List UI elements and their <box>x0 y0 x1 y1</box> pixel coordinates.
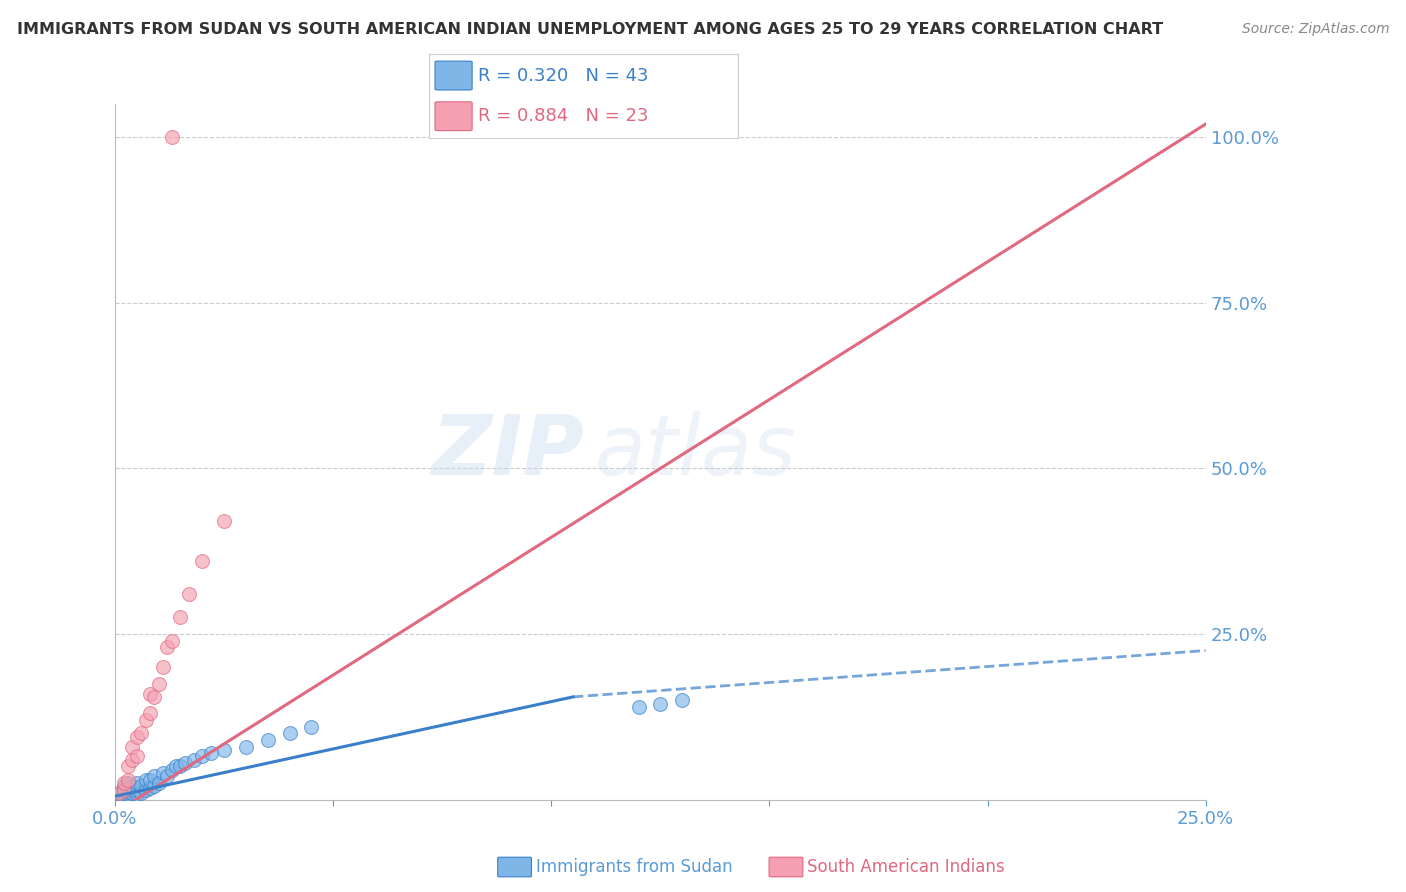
Point <box>169 610 191 624</box>
Point <box>256 733 278 747</box>
Point <box>179 587 201 601</box>
Point <box>125 730 148 744</box>
Point <box>108 789 131 804</box>
Point <box>108 786 131 800</box>
Text: R = 0.320   N = 43: R = 0.320 N = 43 <box>478 67 648 85</box>
Point <box>117 784 139 798</box>
Text: R = 0.884   N = 23: R = 0.884 N = 23 <box>478 107 648 125</box>
Point <box>148 776 170 790</box>
Point <box>129 779 152 793</box>
Point <box>125 749 148 764</box>
Point <box>143 690 166 704</box>
Point <box>191 749 214 764</box>
Point <box>139 772 162 787</box>
Point <box>112 789 135 804</box>
Point <box>125 776 148 790</box>
Point <box>200 746 222 760</box>
Point <box>143 779 166 793</box>
Point <box>156 640 179 655</box>
Point <box>671 693 693 707</box>
Point <box>135 713 157 727</box>
Point <box>112 779 135 793</box>
Point <box>121 786 143 800</box>
Point <box>650 697 672 711</box>
Point <box>235 739 257 754</box>
Point <box>169 759 191 773</box>
Point <box>191 554 214 568</box>
Point <box>139 706 162 721</box>
Point <box>143 769 166 783</box>
Text: IMMIGRANTS FROM SUDAN VS SOUTH AMERICAN INDIAN UNEMPLOYMENT AMONG AGES 25 TO 29 : IMMIGRANTS FROM SUDAN VS SOUTH AMERICAN … <box>17 22 1163 37</box>
Text: Immigrants from Sudan: Immigrants from Sudan <box>536 858 733 876</box>
Point <box>173 756 195 770</box>
Point <box>160 130 183 145</box>
Point <box>125 782 148 797</box>
Point <box>183 753 205 767</box>
Point <box>299 720 322 734</box>
Point <box>112 782 135 797</box>
Point <box>117 759 139 773</box>
Point <box>117 780 139 795</box>
Point <box>125 787 148 801</box>
Point <box>108 786 131 800</box>
Point <box>212 515 235 529</box>
Point <box>121 753 143 767</box>
FancyBboxPatch shape <box>434 62 472 90</box>
Point <box>212 743 235 757</box>
Point <box>129 786 152 800</box>
Text: Source: ZipAtlas.com: Source: ZipAtlas.com <box>1241 22 1389 37</box>
Point <box>156 769 179 783</box>
Point <box>135 782 157 797</box>
Point <box>627 699 650 714</box>
Point <box>165 759 187 773</box>
Point <box>129 726 152 740</box>
Point <box>139 780 162 795</box>
Point <box>152 766 174 780</box>
Point <box>160 763 183 777</box>
Point <box>152 660 174 674</box>
Text: South American Indians: South American Indians <box>807 858 1005 876</box>
Text: atlas: atlas <box>595 411 797 492</box>
Point <box>160 633 183 648</box>
Point <box>121 739 143 754</box>
Point <box>135 772 157 787</box>
Point <box>139 687 162 701</box>
Point <box>278 726 301 740</box>
Text: ZIP: ZIP <box>432 411 583 492</box>
Point <box>117 787 139 801</box>
Point <box>148 676 170 690</box>
Point <box>121 782 143 797</box>
Point <box>112 776 135 790</box>
FancyBboxPatch shape <box>434 102 472 130</box>
Point <box>117 776 139 790</box>
Point <box>112 786 135 800</box>
Point <box>121 779 143 793</box>
Point <box>117 772 139 787</box>
Point <box>112 782 135 797</box>
Point <box>108 787 131 801</box>
